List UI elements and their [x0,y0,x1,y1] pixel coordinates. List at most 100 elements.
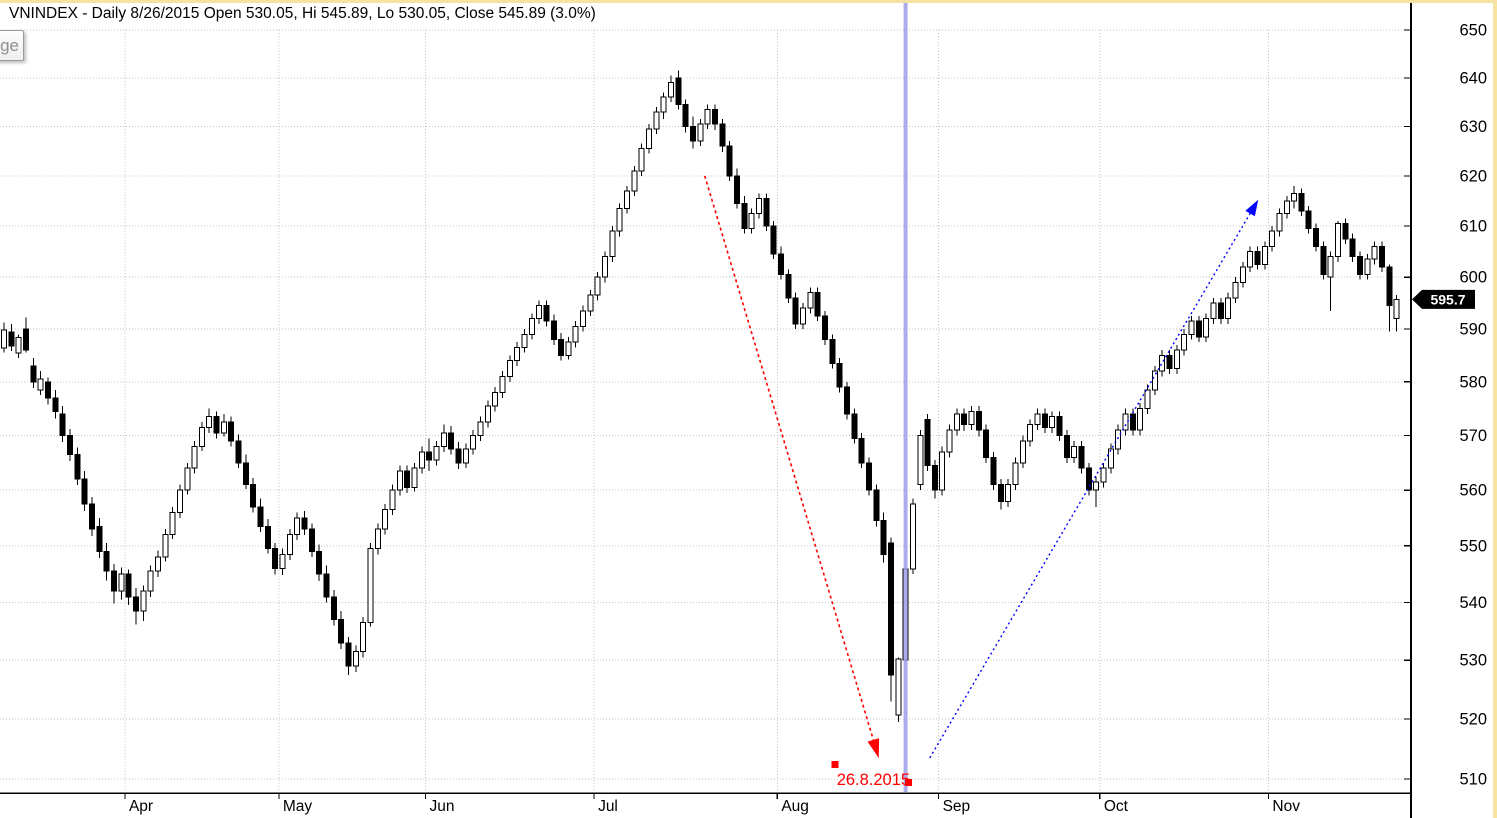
candle[interactable] [22,317,29,353]
candle[interactable] [418,446,425,474]
candle[interactable] [191,440,198,474]
candle[interactable] [132,588,139,625]
candle[interactable] [88,496,95,536]
candle[interactable] [433,440,440,466]
candle[interactable] [15,334,22,358]
candle[interactable] [514,342,521,366]
annotation-handle[interactable] [905,779,913,787]
candle[interactable] [961,408,968,432]
candle[interactable] [74,447,81,486]
candle[interactable] [242,454,249,490]
candle[interactable] [638,143,645,176]
candle[interactable] [66,429,73,462]
candle[interactable] [843,381,850,420]
candle[interactable] [1195,316,1202,343]
candle[interactable] [609,226,616,262]
candle[interactable] [30,357,37,389]
candle[interactable] [1005,479,1012,507]
candle[interactable] [462,443,469,469]
candle[interactable] [477,416,484,441]
candle[interactable] [44,377,51,405]
candle[interactable] [198,422,205,451]
candle[interactable] [1239,261,1246,288]
candle[interactable] [1232,277,1239,304]
candle[interactable] [59,405,66,443]
candle[interactable] [814,287,821,322]
candle[interactable] [1283,195,1290,219]
candle[interactable] [1173,344,1180,374]
candle[interactable] [887,537,894,702]
candle[interactable] [1107,443,1114,474]
candle[interactable] [1019,435,1026,469]
candle[interactable] [1034,408,1041,431]
candle[interactable] [668,75,675,103]
candle[interactable] [154,550,161,577]
candle[interactable] [1093,476,1100,507]
candle[interactable] [484,400,491,428]
candle[interactable] [931,460,938,499]
candle[interactable] [785,269,792,304]
candle[interactable] [1049,411,1056,433]
candle[interactable] [968,405,975,431]
candle[interactable] [308,523,315,558]
candle[interactable] [1159,350,1166,377]
candle[interactable] [1276,208,1283,237]
candle[interactable] [448,425,455,455]
candle[interactable] [1027,419,1034,447]
candle[interactable] [1166,350,1173,374]
candle[interactable] [836,357,843,393]
candle[interactable] [147,565,154,597]
candle[interactable] [631,165,638,196]
candle[interactable] [1188,316,1195,340]
candle[interactable] [396,465,403,496]
candle[interactable] [821,310,828,345]
candle[interactable] [250,478,257,513]
candle[interactable] [748,208,755,234]
candle[interactable] [1298,188,1305,217]
candle[interactable] [829,334,836,369]
candle[interactable] [565,336,572,360]
candle[interactable] [690,116,697,149]
candle[interactable] [580,305,587,332]
candle[interactable] [228,416,235,447]
candle[interactable] [602,251,609,283]
candle[interactable] [37,371,44,396]
candle[interactable] [382,504,389,535]
candle[interactable] [1254,246,1261,270]
candle[interactable] [52,389,59,419]
candle[interactable] [1078,440,1085,474]
candle[interactable] [81,470,88,512]
candle[interactable] [1056,411,1063,441]
candle[interactable] [873,484,880,527]
candle[interactable] [1144,384,1151,414]
candle[interactable] [1203,313,1210,343]
red-trend-arrow[interactable] [703,175,880,759]
candle[interactable] [176,484,183,518]
candle[interactable] [755,193,762,219]
candle[interactable] [572,321,579,348]
candle[interactable] [997,479,1004,510]
candle[interactable] [660,92,667,120]
candle[interactable] [440,424,447,452]
candle[interactable] [213,411,220,439]
candle[interactable] [924,413,931,471]
candle[interactable] [506,355,513,382]
candle[interactable] [917,430,924,491]
candle[interactable] [220,413,227,437]
candle[interactable] [983,424,990,463]
candle[interactable] [528,313,535,340]
candle[interactable] [118,567,125,600]
candle[interactable] [953,408,960,436]
candle[interactable] [975,405,982,437]
candle[interactable] [1386,264,1393,332]
candle[interactable] [103,543,110,581]
candle[interactable] [807,287,814,314]
candle[interactable] [1335,221,1342,262]
candle[interactable] [1357,251,1364,280]
candle[interactable] [1269,226,1276,252]
candle[interactable] [404,465,411,493]
candle[interactable] [704,104,711,129]
price-axis[interactable]: 510 520 530 540 550 560 570 580 590 600 610 620 630 6… [1404,22,1487,789]
candle[interactable] [726,141,733,181]
candle[interactable] [1291,185,1298,209]
